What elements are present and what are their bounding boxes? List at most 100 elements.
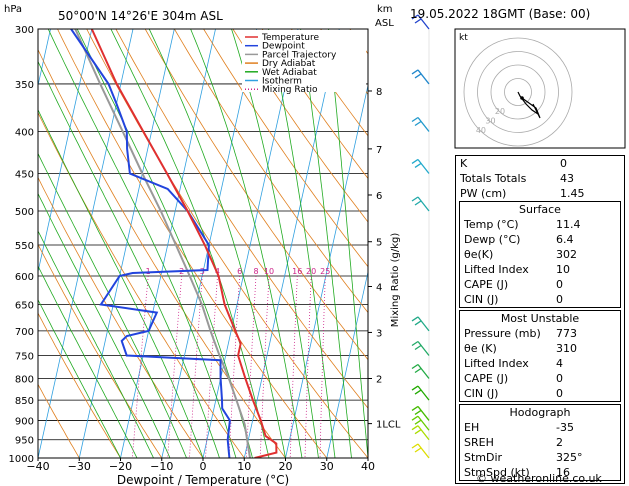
hodograph-stat-value: 2 [556, 436, 563, 449]
wet-adiabat-line [38, 60, 220, 458]
wind-barb [411, 116, 430, 132]
hodograph-stat-label: SREH [464, 436, 494, 449]
hodograph-stat-row: SREH 2 [460, 435, 620, 450]
mixing-ratio-line [189, 275, 203, 458]
hodograph-ring-label: 20 [495, 107, 505, 116]
mixing-ratio-line [228, 275, 241, 458]
isotherm-line [120, 29, 216, 458]
x-tick-label: 10 [237, 460, 251, 473]
x-tick-label: −40 [26, 460, 49, 473]
km-tick-label: 7 [376, 145, 382, 156]
legend-label: Dry Adiabat [262, 59, 316, 69]
pressure-tick-label: 550 [15, 241, 34, 252]
dry-adiabat-line [261, 29, 368, 180]
dry-adiabat-line [38, 383, 80, 458]
surface-value: 10 [556, 263, 570, 276]
dry-adiabat-line [38, 243, 163, 458]
hodograph-stat-label: StmSpd (kt) [464, 466, 530, 479]
dry-adiabat-line [232, 29, 368, 223]
hodograph-title: Hodograph [509, 406, 571, 419]
mixing-ratio-label: 10 [264, 267, 274, 276]
hodograph-stat-label: StmDir [464, 451, 503, 464]
location-title: 50°00'N 14°26'E 304m ASL [58, 9, 223, 23]
mixing-ratio-line [246, 275, 257, 458]
mixing-ratio-line [167, 275, 182, 458]
surface-value: 302 [556, 248, 577, 261]
most-unstable-row: CAPE (J) 0 [460, 371, 620, 386]
hodograph-frame [454, 28, 626, 149]
mixing-ratio-label: 6 [237, 267, 242, 276]
hodograph-unit: kt [459, 33, 468, 43]
mixing-ratio-label: 3 [200, 267, 205, 276]
legend-label: Mixing Ratio [262, 85, 318, 95]
hodograph-stat-row: StmDir 325° [460, 450, 620, 465]
dry-adiabat-line [203, 29, 368, 268]
x-tick-label: −10 [150, 460, 173, 473]
x-tick-label: −30 [68, 460, 91, 473]
mixing-ratio-label: 25 [320, 267, 330, 276]
dry-adiabat-line [38, 111, 245, 458]
most-unstable-row: Lifted Index 4 [460, 356, 620, 371]
hodograph-stat-value: 325° [556, 451, 583, 464]
wet-adiabat-line [38, 108, 204, 458]
x-tick-label: 0 [200, 460, 207, 473]
km-tick-label: 5 [376, 238, 382, 249]
dry-adiabat-line [57, 29, 328, 458]
wind-barb [411, 385, 430, 401]
mixing-ratio-line [131, 275, 149, 458]
wet-adiabat-line [231, 29, 319, 458]
hodograph-stat-label: EH [464, 421, 480, 434]
wet-adiabat-line [148, 29, 286, 458]
hodograph-section: Hodograph EH -35 SREH 2 StmDir 325° StmSpd (kt… [459, 404, 621, 481]
index-value: 0 [560, 157, 567, 170]
pressure-tick-label: 700 [15, 327, 34, 338]
most-unstable-label: Lifted Index [464, 357, 529, 370]
most-unstable-row: CIN (J) 0 [460, 386, 620, 401]
most-unstable-label: Pressure (mb) [464, 327, 541, 340]
hodograph-stat-row: EH -35 [460, 420, 620, 435]
index-value: 43 [560, 172, 574, 185]
km-tick-label: 1LCL [376, 420, 401, 431]
isotherm-line [78, 29, 175, 458]
km-tick-label: 4 [376, 283, 382, 294]
surface-row: CIN (J) 0 [460, 292, 620, 307]
x-axis-label: Dewpoint / Temperature (°C) [117, 473, 289, 486]
wet-adiabat-line [38, 192, 171, 458]
km-tick-label: 3 [376, 328, 382, 339]
hodograph-ring [477, 51, 559, 133]
index-row: PW (cm) 1.45 [456, 186, 624, 201]
most-unstable-value: 4 [556, 357, 563, 370]
legend-label: Temperature [261, 33, 319, 43]
surface-title: Surface [519, 203, 561, 216]
wind-barb [411, 340, 430, 356]
wind-barb [411, 196, 430, 212]
pressure-tick-label: 950 [15, 436, 34, 447]
copyright-text: © weatheronline.co.uk [476, 472, 602, 485]
most-unstable-label: θe (K) [464, 342, 497, 355]
parcel-trajectory-curve [74, 29, 251, 458]
dry-adiabat-line [38, 312, 121, 458]
index-value: 1.45 [560, 187, 585, 200]
legend-label: Wet Adiabat [262, 68, 317, 78]
wind-barbs [411, 14, 430, 459]
x-tick-label: 20 [279, 460, 293, 473]
surface-row: CAPE (J) 0 [460, 277, 620, 292]
wind-barb [411, 158, 430, 174]
pressure-tick-label: 500 [15, 207, 34, 218]
hodograph-ring-label: 30 [485, 117, 495, 126]
surface-section: Surface Temp (°C) 11.4 Dewp (°C) 6.4 θe(K) 30… [459, 201, 621, 308]
wet-adiabat-line [47, 29, 237, 458]
wet-adiabat-line [328, 29, 368, 458]
storm-motion-marker [520, 96, 524, 100]
hodograph-ring-label: 40 [476, 126, 486, 135]
index-label: Totals Totals [460, 172, 527, 185]
mixing-ratio-line [319, 275, 326, 458]
wind-barb [411, 14, 430, 30]
mixing-ratio-label: 8 [253, 267, 258, 276]
km-tick-label: 6 [376, 191, 382, 202]
hodograph-stat-value: 16 [556, 466, 570, 479]
indices-table: K 0 Totals Totals 43 PW (cm) 1.45 Surface Tem… [455, 155, 625, 484]
mixing-ratio-line [259, 275, 270, 458]
mixing-ratio-label: 16 [292, 267, 302, 276]
